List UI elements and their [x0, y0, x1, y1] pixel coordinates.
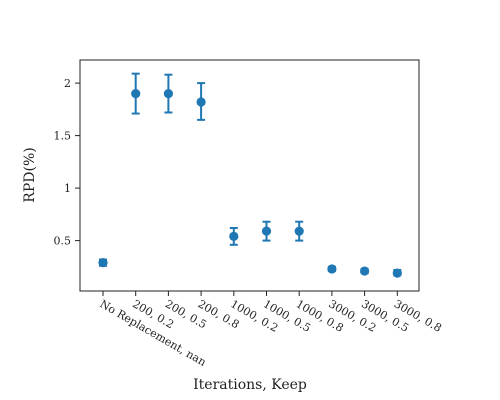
data-point: [229, 231, 239, 241]
data-point: [163, 89, 173, 99]
data-point: [196, 97, 206, 107]
y-axis: 0.5 1 1.5 2: [54, 77, 80, 248]
data-point: [131, 89, 141, 99]
x-axis-title: Iterations, Keep: [193, 377, 307, 393]
data-series: [98, 72, 402, 278]
data-point: [261, 226, 272, 236]
y-tick-label: 0.5: [54, 235, 72, 248]
y-tick-label: 1: [64, 182, 71, 195]
data-point: [360, 266, 370, 276]
data-point: [327, 264, 337, 274]
data-point: [294, 226, 304, 236]
y-tick-label: 2: [64, 77, 71, 90]
data-point: [98, 258, 108, 268]
plot-frame: [79, 59, 420, 292]
y-axis-title: RPD(%): [22, 147, 38, 202]
data-point: [392, 268, 402, 278]
y-tick-label: 1.5: [54, 130, 72, 143]
